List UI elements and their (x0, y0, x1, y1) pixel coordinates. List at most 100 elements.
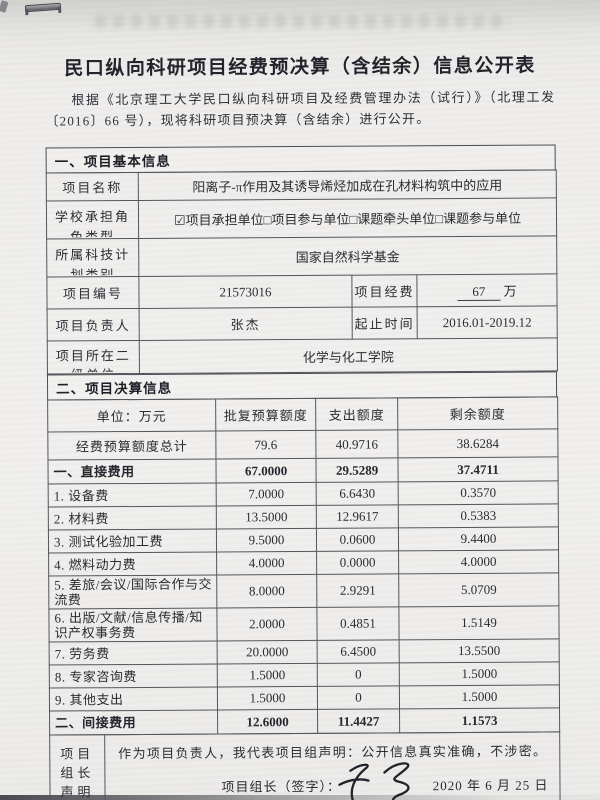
approved-value: 1.5000 (217, 663, 318, 688)
approved-value: 67.0000 (215, 458, 317, 484)
sign-label: 项目组长（签字）： (221, 778, 342, 795)
approved-value: 1.5000 (217, 686, 318, 711)
row-label: 1. 设备费 (48, 483, 217, 508)
project-name-value: 阳离子-π作用及其诱导烯烃加成在孔材料构筑中的应用 (138, 169, 557, 201)
remaining-value: 1.1573 (399, 707, 560, 733)
approved-value: 79.6 (215, 430, 316, 460)
unit-value: 化学与化工学院 (139, 337, 558, 374)
remaining-value: 5.0709 (398, 572, 559, 607)
table-row: 8. 专家咨询费 1.5000 0 1.5000 (49, 661, 560, 689)
row-label: 7. 劳务费 (49, 641, 218, 666)
approved-value: 13.5000 (216, 505, 317, 530)
remaining-value: 4.0000 (398, 549, 559, 574)
funds-unit: 万 (503, 283, 517, 299)
budget-table: 单位：万元 批复预算额度 支出额度 剩余额度 经费预算额度总计 79.6 40.… (47, 396, 561, 736)
row-label: 2. 材料费 (48, 506, 217, 531)
remaining-value: 1.5000 (399, 661, 560, 686)
table-row: 学校承担角色类型 ☑项目承担单位□项目参与单位□课题牵头单位□课题参与单位 (46, 197, 557, 240)
program-label-cell: 所属科技计划类别 (46, 238, 139, 278)
table-row: 经费预算额度总计 79.6 40.9716 38.6284 (47, 428, 558, 461)
spent-value: 29.5289 (315, 457, 399, 483)
table-row: 所属科技计划类别 国家自然科学基金 (46, 235, 557, 278)
row-label: 3. 测试化验加工费 (48, 529, 217, 554)
row-label: 经费预算额度总计 (47, 431, 216, 461)
program-label: 所属科技计划类别 (55, 247, 131, 276)
table-row: 5. 差旅/会议/国际合作与交流费 8.0000 2.9291 5.0709 (48, 572, 559, 610)
table-row: 一、直接费用 67.0000 29.5289 37.4711 (47, 456, 559, 485)
spent-value: 0.0600 (316, 527, 399, 552)
project-name-label: 项目名称 (46, 172, 139, 202)
period-value: 2016.01-2019.12 (417, 305, 558, 339)
table-row: 项目组长声明 作为项目负责人，我代表项目组声明：公开信息真实准确，不涉密。 项目… (49, 731, 561, 800)
spent-value: 0.0000 (316, 550, 399, 575)
spent-value: 0.4851 (316, 606, 400, 641)
period-label: 起止时间 (352, 306, 418, 340)
intro-paragraph: 根据《北京理工大学民口纵向科研项目及经费管理办法（试行）》（北理工发〔2016〕… (45, 89, 556, 129)
table-row: 项目名称 阳离子-π作用及其诱导烯烃加成在孔材料构筑中的应用 (46, 169, 557, 202)
funds-amount: 67 (457, 283, 501, 302)
remaining-value: 38.6284 (397, 428, 558, 458)
declaration-table: 项目组长声明 作为项目负责人，我代表项目组声明：公开信息真实准确，不涉密。 项目… (49, 731, 561, 800)
project-number-value: 21573016 (138, 275, 353, 309)
remaining-value: 1.5149 (398, 605, 560, 640)
handwritten-signature (334, 756, 438, 800)
row-label: 5. 差旅/会议/国际合作与交流费 (48, 575, 217, 610)
approved-value: 8.0000 (216, 574, 317, 609)
table-row: 9. 其他支出 1.5000 0 1.5000 (49, 684, 560, 712)
approved-value: 9.5000 (216, 528, 317, 553)
role-label: 学校承担角色类型 (54, 209, 131, 238)
table-row: 6. 出版/文献/信息传播/知识产权事务费 2.0000 0.4851 1.51… (48, 605, 560, 643)
leader-value: 张杰 (139, 307, 353, 341)
table-row: 项目所在二级单位 化学与化工学院 (47, 337, 558, 375)
signature-date: 2020 年 6 月 25 日 (432, 777, 549, 794)
row-label: 4. 燃料动力费 (48, 552, 217, 577)
table-row: 项目编号 21573016 项目经费 67 万 (46, 273, 558, 310)
table-row: 7. 劳务费 20.0000 6.4500 13.5500 (49, 638, 560, 666)
spent-value: 6.6430 (316, 481, 399, 506)
col-header-spent: 支出额度 (315, 397, 398, 431)
staple-icon (24, 2, 62, 13)
signature-row: 项目组长（签字）： 2020 年 6 月 25 日 (106, 762, 558, 800)
remaining-value: 0.3570 (398, 480, 559, 505)
remaining-value: 9.4400 (398, 526, 559, 551)
funds-value: 67 万 (416, 273, 558, 307)
row-label: 二、间接费用 (49, 710, 218, 736)
page-bleedthrough-smudge (95, 15, 510, 28)
row-label: 6. 出版/文献/信息传播/知识产权事务费 (48, 608, 218, 643)
spent-value: 11.4427 (317, 708, 400, 734)
col-header-approved: 批复预算额度 (215, 398, 316, 432)
table-row: 3. 测试化验加工费 9.5000 0.0600 9.4400 (48, 526, 559, 554)
table-row: 项目负责人 张杰 起止时间 2016.01-2019.12 (47, 305, 558, 342)
leader-label: 项目负责人 (47, 308, 140, 342)
row-label: 8. 专家咨询费 (49, 664, 218, 689)
remaining-value: 13.5500 (399, 638, 560, 663)
spent-value: 12.9617 (316, 504, 399, 529)
row-label: 9. 其他支出 (49, 687, 218, 712)
scan-bottom-edge (0, 795, 600, 800)
spent-value: 40.9716 (315, 429, 398, 459)
basic-info-table: 项目名称 阳离子-π作用及其诱导烯烃加成在孔材料构筑中的应用 学校承担角色类型 … (45, 169, 558, 375)
spent-value: 6.4500 (317, 639, 400, 664)
approved-value: 12.6000 (217, 709, 318, 735)
page-title: 民口纵向科研项目经费预决算（含结余）信息公开表 (64, 55, 536, 80)
approved-value: 20.0000 (217, 640, 318, 665)
declaration-label-cell: 项目组长声明 (49, 734, 106, 800)
declaration-content-cell: 作为项目负责人，我代表项目组声明：公开信息真实准确，不涉密。 项目组长（签字）： (104, 731, 561, 800)
document-body: 民口纵向科研项目经费预决算（含结余）信息公开表 根据《北京理工大学民口纵向科研项… (45, 50, 561, 800)
role-label-cell: 学校承担角色类型 (46, 200, 139, 240)
table-row: 2. 材料费 13.5000 12.9617 0.5383 (48, 503, 559, 531)
funds-label: 项目经费 (351, 274, 418, 308)
remaining-value: 1.5000 (399, 684, 560, 709)
spent-value: 0 (317, 685, 400, 710)
unit-label: 项目所在二级单位 (55, 348, 131, 373)
row-label: 一、直接费用 (47, 459, 217, 485)
col-header-unit: 单位：万元 (47, 399, 216, 433)
col-header-remaining: 剩余额度 (397, 396, 558, 430)
spent-value: 0 (317, 662, 400, 687)
role-options-value: ☑项目承担单位□项目参与单位□课题牵头单位□课题参与单位 (138, 197, 557, 239)
corner-mark (0, 0, 9, 13)
unit-label-cell: 项目所在二级单位 (47, 340, 140, 375)
budget-header-row: 单位：万元 批复预算额度 支出额度 剩余额度 (47, 396, 558, 433)
project-number-label: 项目编号 (46, 276, 140, 310)
declaration-statement: 作为项目负责人，我代表项目组声明：公开信息真实准确，不涉密。 (118, 743, 548, 762)
